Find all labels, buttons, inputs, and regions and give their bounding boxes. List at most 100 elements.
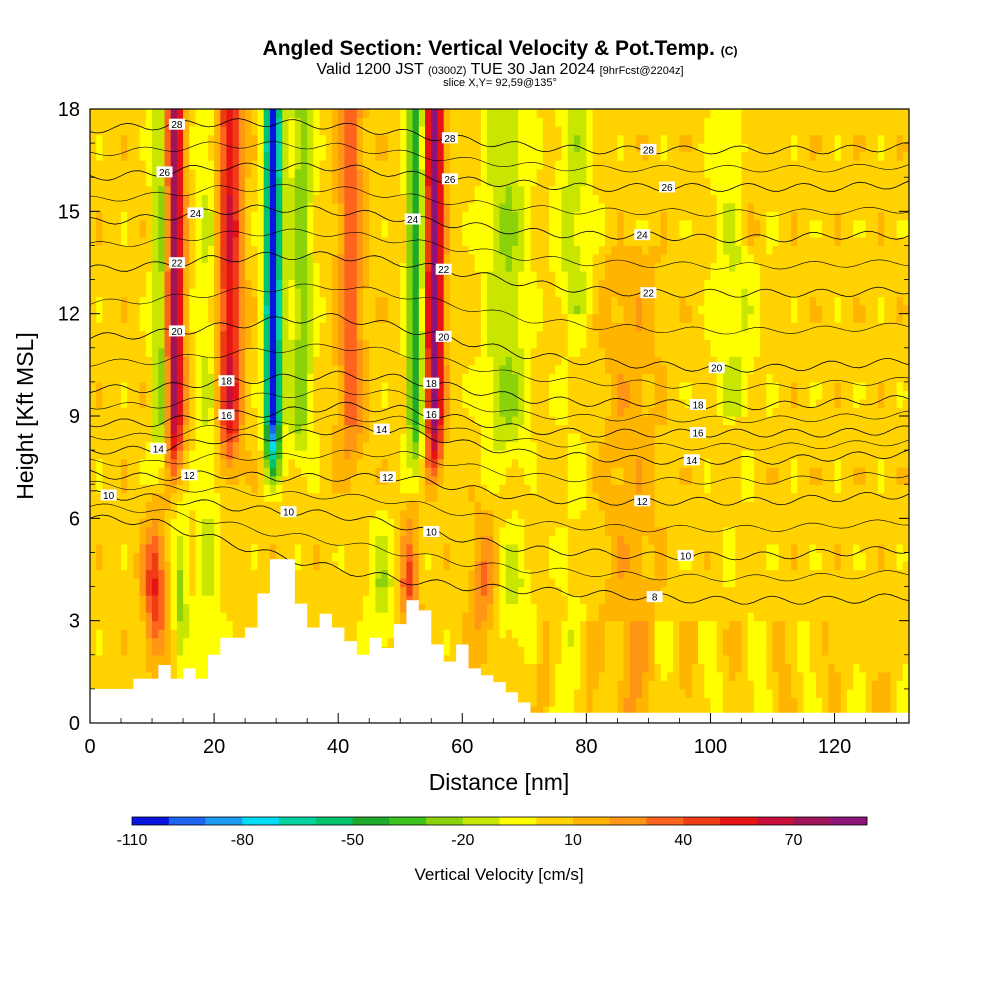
contour-label: 28 — [171, 120, 183, 131]
isentrope-14 — [90, 425, 909, 465]
colorbar-tick-label: -50 — [341, 832, 364, 849]
x-axis-title: Distance [nm] — [429, 769, 570, 795]
y-tick-label: 3 — [69, 611, 80, 633]
isentrope-minor — [90, 343, 909, 391]
isentrope-20 — [90, 313, 909, 373]
contour-label-bg — [690, 399, 706, 411]
y-tick-label: 15 — [58, 201, 80, 223]
contour-label-bg — [435, 330, 452, 342]
x-tick-label: 0 — [84, 736, 95, 758]
x-tick-label: 120 — [818, 736, 851, 758]
contour-label-bg — [441, 173, 458, 185]
contour-label-bg — [659, 181, 675, 193]
x-tick-label: 100 — [694, 736, 727, 758]
contour-label-bg — [379, 471, 396, 483]
contour-label: 16 — [426, 410, 438, 421]
slice-info: slice X,Y= 92,59@135° — [443, 77, 557, 89]
y-tick-label: 18 — [58, 99, 80, 121]
contour-label: 10 — [680, 551, 692, 562]
colorbar-tick-label: 40 — [674, 832, 692, 849]
contour-label: 26 — [444, 175, 456, 186]
title-unit: (C) — [720, 44, 738, 58]
contour-label: 12 — [184, 471, 196, 482]
contour-label: 14 — [376, 425, 388, 436]
x-tick-label: 60 — [451, 736, 473, 758]
contour-label: 10 — [426, 528, 438, 539]
isentrope-12 — [90, 469, 909, 506]
colorbar-swatch — [426, 817, 463, 825]
contour-label: 12 — [382, 473, 394, 484]
colorbar-swatch — [462, 817, 500, 825]
y-tick-label: 6 — [69, 508, 80, 530]
colorbar-frame — [131, 816, 868, 826]
contour-label-bg — [218, 409, 235, 421]
contour-label-bg — [168, 118, 185, 130]
velocity-field — [90, 109, 909, 723]
contour-label: 24 — [637, 231, 649, 242]
contour-label-bg — [708, 362, 725, 374]
contour-label-bg — [646, 591, 663, 603]
contour-label-bg — [150, 443, 167, 455]
contour-label-bg — [181, 469, 198, 481]
isentrope-8 — [90, 514, 909, 605]
colorbar: -110 -80 -50 -20 10 40 70 — [117, 816, 868, 849]
contour-label-bg — [640, 143, 657, 155]
colorbar-swatch — [646, 817, 684, 825]
contour-label: 28 — [643, 145, 655, 156]
forecast-info: [9hrFcst@2204z] — [599, 65, 684, 77]
colorbar-swatch — [279, 817, 316, 825]
contour-label-bg — [683, 454, 700, 466]
contour-label: 24 — [190, 209, 202, 220]
colorbar-swatch — [499, 817, 537, 825]
contour-label: 18 — [221, 377, 233, 388]
chart-subtitle: Valid 1200 JST (0300Z) TUE 30 Jan 2024 [… — [0, 61, 1000, 79]
terrain-mask — [90, 559, 909, 723]
colorbar-tick-label: -80 — [231, 832, 254, 849]
isentrope-minor — [90, 480, 909, 533]
contour-label: 22 — [171, 259, 183, 270]
isentrope-minor — [90, 228, 909, 270]
contour-labels: 8 10 10 10 10 12 12 12 14 14 14 16 16 16 18 18 18 20 20 20 2… — [100, 118, 725, 604]
valid-prefix: Valid 1200 JST — [316, 61, 424, 78]
contour-label-bg — [218, 375, 235, 387]
x-tick-label: 40 — [327, 736, 349, 758]
contour-label-bg — [423, 526, 440, 537]
colorbar-swatch — [205, 817, 243, 825]
colorbar-tick-label: -20 — [451, 832, 474, 849]
chart-title: Angled Section: Vertical Velocity & Pot.… — [0, 37, 1000, 61]
colorbar-swatch — [389, 817, 427, 825]
contour-label-bg — [168, 257, 185, 269]
contour-label-bg — [634, 229, 651, 241]
contour-label: 14 — [153, 445, 165, 456]
contour-label-bg — [435, 263, 452, 275]
isentrope-minor — [90, 141, 909, 173]
x-tick-label: 20 — [203, 736, 225, 758]
colorbar-swatch — [573, 817, 610, 825]
contour-label: 26 — [661, 183, 673, 194]
contour-label-bg — [280, 506, 297, 518]
contour-label: 8 — [652, 593, 658, 604]
y-tick-label: 0 — [69, 713, 80, 735]
contour-label: 22 — [438, 265, 450, 276]
contour-label: 18 — [692, 401, 704, 412]
contour-label-bg — [423, 408, 440, 420]
contour-label-bg — [187, 207, 204, 219]
isentrope-minor — [90, 283, 909, 335]
contour-label-bg — [441, 132, 458, 144]
y-tick-label: 9 — [69, 406, 80, 428]
contour-label-bg — [404, 213, 421, 225]
isentrope-22 — [90, 251, 909, 298]
isentrope-28 — [90, 118, 909, 155]
contour-label-bg — [168, 325, 185, 337]
contour-label: 16 — [692, 429, 704, 440]
colorbar-tick-label: 70 — [785, 832, 803, 849]
contour-label: 26 — [159, 168, 171, 179]
valid-date: TUE 30 Jan 2024 — [470, 61, 596, 78]
contour-label: 18 — [426, 379, 438, 390]
contour-label: 20 — [711, 364, 723, 375]
contour-label: 16 — [221, 411, 233, 422]
colorbar-swatch — [609, 817, 647, 825]
contour-label-bg — [677, 549, 694, 561]
isentrope-10 — [90, 490, 909, 561]
